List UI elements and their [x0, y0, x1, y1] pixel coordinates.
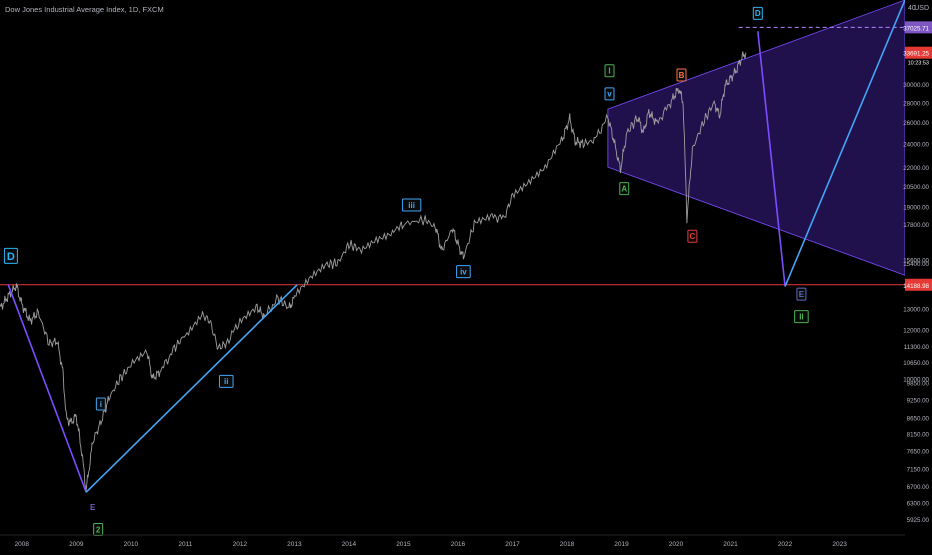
x-tick-label: 2018 — [560, 541, 575, 548]
x-tick-label: 2017 — [505, 541, 520, 548]
x-tick-label: 2016 — [451, 541, 466, 548]
wave-label-box — [619, 182, 630, 196]
wave-label: iii — [408, 201, 415, 210]
y-tick-label: 8650.00 — [907, 416, 930, 423]
x-tick-label: 2022 — [778, 541, 793, 548]
y-tick-label: 10000.00 — [903, 377, 929, 384]
wave-label: E — [90, 503, 96, 512]
wave-label-box — [752, 6, 763, 20]
wave-label-box — [796, 287, 807, 301]
blue-trend-line — [85, 284, 298, 493]
y-tick-label: 20500.00 — [903, 184, 929, 191]
chart-title: Dow Jones Industrial Average Index, 1D, … — [5, 5, 164, 14]
wave-label-box — [401, 198, 422, 212]
x-tick-label: 2015 — [396, 541, 411, 548]
wave-label: D — [755, 9, 761, 18]
wave-label: D — [7, 251, 15, 263]
wave-label: A — [621, 184, 627, 193]
projected-drop-line — [757, 31, 786, 287]
y-tick-label: 9250.00 — [907, 398, 930, 405]
wave-label: i — [100, 400, 102, 409]
wave-label: E — [799, 290, 805, 299]
currency-label: USD — [914, 5, 929, 12]
wave-label-box — [604, 64, 615, 78]
x-tick-label: 2020 — [669, 541, 684, 548]
wave-label: II — [799, 312, 803, 321]
y-tick-label: 10650.00 — [903, 360, 929, 367]
y-tick-label: 24000.00 — [903, 142, 929, 149]
wave-label: iv — [460, 267, 467, 276]
wave-label: ii — [224, 377, 228, 386]
y-tick-label: 22000.00 — [903, 165, 929, 172]
y-tick-label: 7650.00 — [907, 449, 930, 456]
wave-label: C — [689, 232, 695, 241]
x-tick-label: 2021 — [723, 541, 738, 548]
support-price-badge: 14188.98 — [903, 283, 929, 290]
wave-label-box — [456, 265, 471, 279]
x-tick-label: 2014 — [342, 541, 357, 548]
last-price-time: 10:23:53 — [908, 61, 929, 67]
wave-label-box — [3, 247, 18, 264]
last-price-badge-bg — [905, 46, 932, 59]
x-tick-label: 2009 — [69, 541, 84, 548]
purple-decline-line — [7, 284, 87, 493]
target-price-badge: 37025.71 — [903, 25, 929, 32]
y-tick-label: 17800.00 — [903, 222, 929, 229]
x-tick-label: 2010 — [124, 541, 139, 548]
x-tick-label: 2019 — [614, 541, 629, 548]
y-tick-label: 9850.00 — [907, 381, 930, 388]
wedge-channel — [607, 0, 906, 276]
y-tick-label: 13000.00 — [903, 306, 929, 313]
y-axis-area — [905, 0, 932, 550]
y-tick-label: 30000.00 — [903, 82, 929, 89]
y-tick-label: 11300.00 — [904, 344, 930, 351]
price-line — [0, 51, 747, 492]
y-tick-label: 6700.00 — [907, 484, 930, 491]
wave-label-box — [604, 87, 615, 101]
x-tick-label: 2008 — [15, 541, 30, 548]
last-price-badge: 33691.25 — [903, 51, 929, 58]
projected-rise-line — [784, 0, 906, 287]
y-tick-label: 6300.00 — [907, 501, 930, 508]
wave-label: 2 — [96, 525, 101, 534]
x-tick-label: 2023 — [832, 541, 847, 548]
wave-label-box — [687, 229, 698, 243]
wave-label: B — [679, 71, 685, 80]
y-tick-label: 15400.00 — [903, 261, 929, 268]
wave-label-box — [95, 397, 106, 411]
wave-label-box — [93, 523, 104, 537]
x-tick-label: 2011 — [178, 541, 192, 548]
y-tick-label: 8150.00 — [907, 432, 930, 439]
y-tick-label: 7150.00 — [907, 467, 930, 474]
x-tick-label: 2013 — [287, 541, 302, 548]
y-tick-label: 15600.00 — [903, 257, 929, 264]
wave-label-box — [794, 310, 809, 324]
x-tick-label: 2012 — [233, 541, 248, 548]
wave-label: v — [607, 90, 612, 99]
target-price-badge-bg — [905, 21, 932, 34]
y-tick-label: 26000.00 — [903, 120, 929, 127]
support-price-badge-bg — [905, 278, 932, 291]
y-tick-label: 5925.00 — [907, 517, 930, 524]
wave-label-box — [218, 374, 234, 388]
y-tick-top: 40 — [908, 5, 916, 12]
y-tick-label: 19000.00 — [903, 204, 929, 211]
y-tick-label: 12000.00 — [903, 328, 929, 335]
y-tick-label: 28000.00 — [903, 100, 929, 107]
wave-label-box — [676, 68, 687, 82]
wave-label: I — [608, 67, 610, 76]
